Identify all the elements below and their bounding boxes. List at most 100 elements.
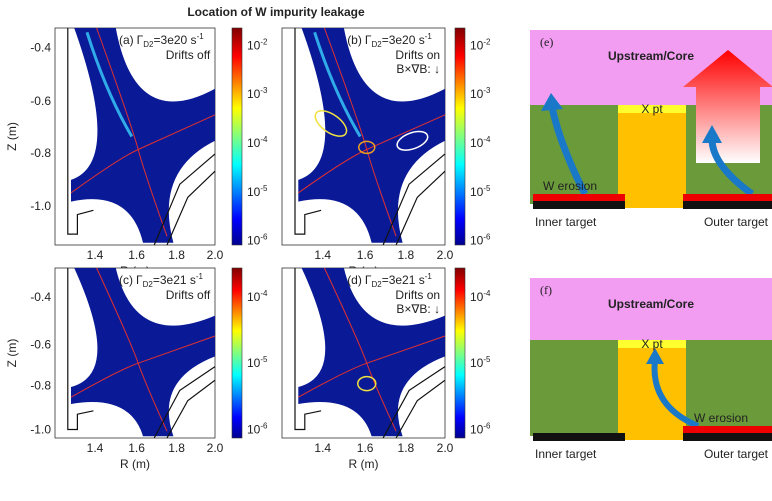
- tick-exp: -5: [483, 355, 491, 364]
- panel-letter: (c): [119, 273, 133, 287]
- tick-base: 10: [247, 87, 261, 101]
- gamma-text: =3e20 s: [382, 33, 425, 47]
- tick-exp: -4: [483, 135, 491, 144]
- figure-title: Location of W impurity leakage: [187, 5, 365, 19]
- tick-exp: -2: [483, 37, 491, 46]
- target: [683, 433, 772, 441]
- erosion-strip: [533, 194, 625, 201]
- panel-letter: (a): [119, 33, 134, 47]
- x-tick-label: 1.6: [128, 441, 145, 455]
- erosion-label: W erosion: [694, 411, 748, 425]
- tick-base: 10: [470, 423, 484, 437]
- colorbar-tick-label: 10-4: [470, 289, 491, 304]
- tick-exp: -6: [260, 233, 268, 242]
- colorbar-tick-label: 10-2: [470, 37, 491, 52]
- y-tick-label: -0.4: [30, 290, 51, 304]
- erosion-strip: [683, 194, 772, 201]
- tick-exp: -3: [260, 86, 268, 95]
- tick-base: 10: [247, 38, 261, 52]
- gamma-text: =3e21 s: [382, 273, 425, 287]
- panel-label: (a)ΓD2=3e20 s-1: [119, 32, 204, 49]
- y-tick-label: -0.6: [30, 94, 51, 108]
- tick-base: 10: [247, 234, 261, 248]
- tick-exp: -4: [260, 135, 268, 144]
- private-region: [618, 105, 686, 208]
- erosion-strip: [683, 426, 772, 433]
- core-label: Upstream/Core: [608, 49, 694, 63]
- tick-base: 10: [247, 136, 261, 150]
- colorbar-tick-label: 10-5: [470, 355, 491, 370]
- target-label: Outer target: [704, 215, 769, 229]
- x-tick-label: 1.6: [357, 248, 374, 262]
- colorbar-tick-label: 10-6: [247, 422, 268, 437]
- xpoint-label: X pt: [641, 337, 663, 351]
- colorbar: [232, 28, 242, 245]
- gamma-sup: -1: [425, 272, 433, 281]
- condition: B×∇B: ↓: [396, 62, 440, 76]
- tick-exp: -2: [260, 37, 268, 46]
- y-axis-label: Z (m): [5, 339, 19, 368]
- y-tick-label: -0.8: [30, 146, 51, 160]
- colorbar-tick-label: 10-3: [247, 86, 268, 101]
- colorbar-tick-label: 10-6: [247, 233, 268, 248]
- tick-exp: -5: [260, 355, 268, 364]
- panel-label: (c)ΓD2=3e21 s-1: [119, 272, 204, 289]
- x-tick-label: 1.8: [398, 441, 415, 455]
- colorbar-tick-label: 10-4: [247, 289, 268, 304]
- colorbar: [455, 268, 465, 438]
- x-tick-label: 1.4: [314, 441, 331, 455]
- condition: B×∇B: ↓: [396, 302, 440, 316]
- condition: Drifts on: [395, 288, 440, 302]
- tick-base: 10: [470, 87, 484, 101]
- x-tick-label: 1.8: [398, 248, 415, 262]
- tick-base: 10: [470, 136, 484, 150]
- x-tick-label: 1.6: [357, 441, 374, 455]
- colorbar-tick-label: 10-6: [470, 233, 491, 248]
- tick-base: 10: [470, 185, 484, 199]
- schematic-label: (f): [540, 283, 552, 297]
- tick-base: 10: [470, 356, 484, 370]
- x-tick-label: 2.0: [207, 248, 224, 262]
- target-label: Inner target: [535, 215, 597, 229]
- tick-base: 10: [247, 356, 261, 370]
- gamma-sup: -1: [425, 32, 433, 41]
- colorbar-tick-label: 10-4: [470, 135, 491, 150]
- tick-exp: -5: [483, 184, 491, 193]
- tick-exp: -6: [260, 422, 268, 431]
- target: [533, 433, 625, 441]
- tick-exp: -4: [260, 289, 268, 298]
- tick-exp: -3: [483, 86, 491, 95]
- x-tick-label: 2.0: [437, 248, 454, 262]
- target-label: Inner target: [535, 447, 597, 461]
- colorbar: [455, 28, 465, 245]
- x-tick-label: 1.8: [168, 441, 185, 455]
- condition: Drifts off: [166, 288, 211, 302]
- x-tick-label: 2.0: [207, 441, 224, 455]
- gamma-sup: -1: [197, 32, 205, 41]
- panel-label: (b)ΓD2=3e20 s-1: [347, 32, 432, 49]
- erosion-label: W erosion: [543, 179, 597, 193]
- target-label: Outer target: [704, 447, 769, 461]
- condition: Drifts on: [395, 48, 440, 62]
- y-tick-label: -0.6: [30, 338, 51, 352]
- tick-exp: -6: [483, 233, 491, 242]
- tick-base: 10: [470, 234, 484, 248]
- tick-base: 10: [247, 290, 261, 304]
- x-axis-label: R (m): [120, 457, 150, 471]
- y-tick-label: -1.0: [30, 423, 51, 437]
- panel-label: (d)ΓD2=3e21 s-1: [347, 272, 432, 289]
- condition: Drifts off: [166, 48, 211, 62]
- gamma-sup: -1: [196, 272, 204, 281]
- colorbar: [232, 268, 242, 438]
- y-tick-label: -0.8: [30, 378, 51, 392]
- x-tick-label: 1.4: [87, 248, 104, 262]
- x-tick-label: 2.0: [437, 441, 454, 455]
- gamma-text: =3e21 s: [153, 273, 196, 287]
- gamma-sub: D2: [371, 280, 382, 289]
- tick-base: 10: [470, 290, 484, 304]
- y-tick-label: -0.4: [30, 41, 51, 55]
- panel-letter: (b): [347, 33, 362, 47]
- panel-letter: (d): [347, 273, 362, 287]
- colorbar-tick-label: 10-4: [247, 135, 268, 150]
- gamma-sub: D2: [143, 280, 154, 289]
